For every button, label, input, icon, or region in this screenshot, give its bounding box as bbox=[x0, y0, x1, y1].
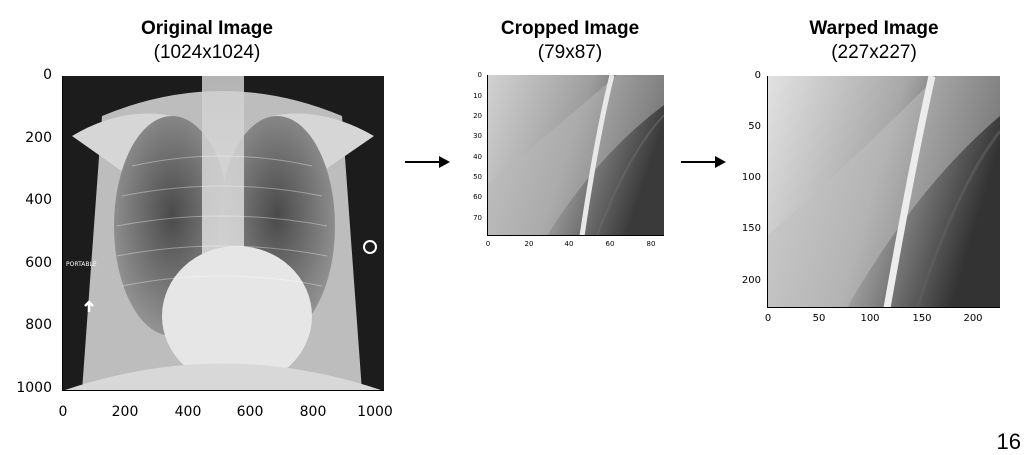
warped-title-label: Warped Image bbox=[809, 18, 939, 39]
cropped-y-tick: 30 bbox=[473, 132, 482, 140]
warped-size-label: (227x227) bbox=[831, 42, 917, 63]
cropped-x-tick: 60 bbox=[605, 240, 615, 248]
original-size-label: (1024x1024) bbox=[153, 42, 261, 63]
original-axes-frame bbox=[62, 76, 384, 391]
page-number: 16 bbox=[996, 429, 1021, 454]
cropped-y-tick: 50 bbox=[473, 173, 482, 181]
cropped-y-tick: 10 bbox=[473, 92, 482, 100]
warped-axes-frame bbox=[767, 76, 1000, 308]
warped-x-tick: 0 bbox=[764, 313, 772, 324]
arrow-right-icon bbox=[405, 156, 450, 168]
original-xray-image: PORTABLE bbox=[62, 76, 384, 391]
original-x-tick: 800 bbox=[299, 404, 327, 420]
warped-y-tick: 200 bbox=[741, 275, 761, 286]
original-y-tick: 0 bbox=[43, 67, 52, 83]
original-y-tick: 800 bbox=[25, 317, 52, 333]
cropped-y-tick: 0 bbox=[477, 71, 482, 79]
original-x-tick: 600 bbox=[236, 404, 264, 420]
original-y-tick: 400 bbox=[25, 192, 52, 208]
warped-y-tick: 50 bbox=[748, 121, 761, 132]
cropped-x-tick: 0 bbox=[485, 240, 491, 248]
warped-x-tick: 150 bbox=[912, 313, 932, 324]
cropped-axes-frame bbox=[487, 75, 664, 236]
cropped-size-label: (79x87) bbox=[537, 42, 603, 63]
warped-y-tick: 150 bbox=[741, 223, 761, 234]
warped-x-tick: 100 bbox=[860, 313, 880, 324]
cropped-y-tick: 40 bbox=[473, 153, 482, 161]
cropped-x-tick: 40 bbox=[564, 240, 574, 248]
original-x-tick: 1000 bbox=[357, 404, 393, 420]
arrow-right-icon bbox=[681, 156, 726, 168]
original-x-tick: 200 bbox=[111, 404, 139, 420]
cropped-y-tick: 20 bbox=[473, 112, 482, 120]
original-title: Original Image (1024x1024) bbox=[107, 17, 307, 65]
warped-x-tick: 50 bbox=[812, 313, 826, 324]
portable-overlay-text: PORTABLE bbox=[66, 261, 97, 268]
original-y-tick: 600 bbox=[25, 255, 52, 271]
cropped-y-tick: 70 bbox=[473, 214, 482, 222]
cropped-title-label: Cropped Image bbox=[500, 18, 640, 39]
warped-xray-image bbox=[767, 76, 1000, 308]
original-x-tick: 400 bbox=[174, 404, 202, 420]
cropped-title: Cropped Image (79x87) bbox=[470, 17, 670, 65]
warped-y-tick: 0 bbox=[754, 70, 761, 81]
warped-x-tick: 200 bbox=[963, 313, 983, 324]
original-x-tick: 0 bbox=[58, 404, 68, 420]
cropped-xray-image bbox=[487, 75, 664, 236]
cropped-x-tick: 20 bbox=[524, 240, 534, 248]
original-y-tick: 200 bbox=[25, 130, 52, 146]
cropped-x-tick: 80 bbox=[646, 240, 656, 248]
original-title-label: Original Image bbox=[141, 18, 273, 39]
warped-title: Warped Image (227x227) bbox=[774, 17, 974, 65]
original-y-tick: 1000 bbox=[16, 380, 52, 396]
cropped-y-tick: 60 bbox=[473, 193, 482, 201]
warped-y-tick: 100 bbox=[741, 172, 761, 183]
